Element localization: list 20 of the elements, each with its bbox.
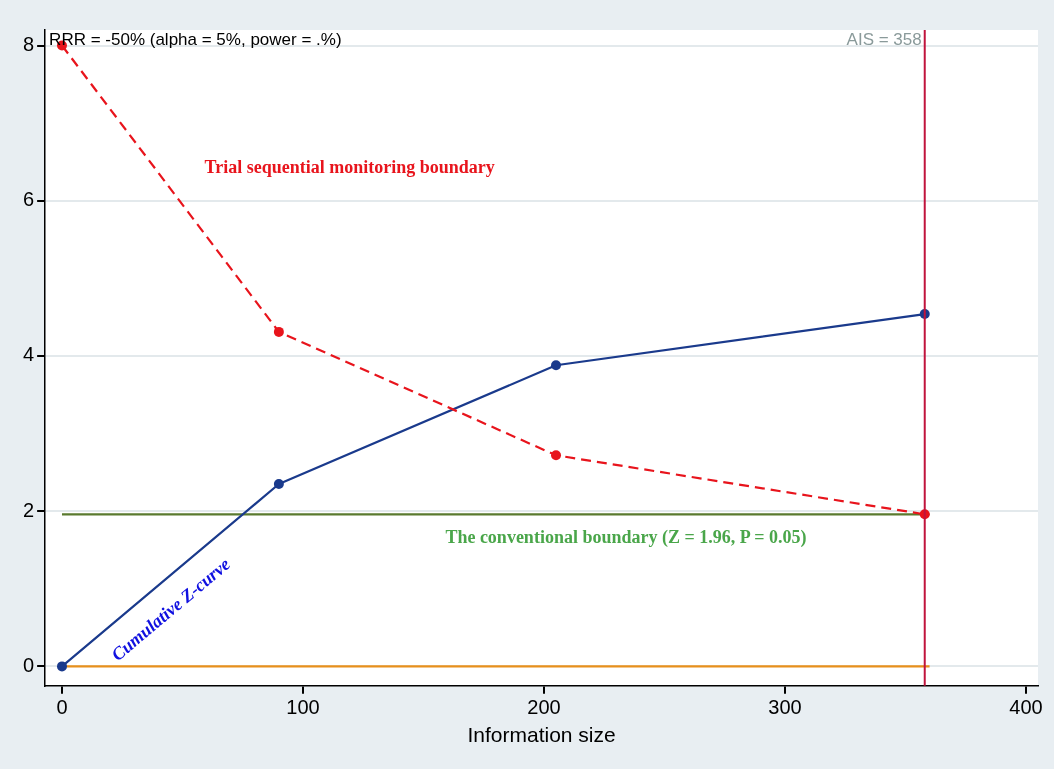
- series-label: Trial sequential monitoring boundary: [204, 157, 495, 178]
- y-tick-label: 6: [23, 188, 35, 211]
- x-tick-label: 400: [1009, 696, 1043, 719]
- y-tick-label: 2: [23, 498, 35, 521]
- x-tick-label: 300: [768, 696, 802, 719]
- point: [551, 360, 562, 371]
- point: [551, 450, 562, 461]
- x-tick-label: 100: [286, 696, 320, 719]
- ref-line-label: AIS = 358: [846, 30, 922, 50]
- point: [273, 326, 284, 337]
- x-axis-title: Information size: [467, 723, 616, 747]
- y-tick-label: 4: [23, 343, 35, 366]
- annotation: RRR = -50% (alpha = 5%, power = .%): [49, 30, 342, 50]
- x-tick-label: 0: [56, 696, 68, 719]
- point: [273, 479, 284, 490]
- point: [56, 661, 67, 672]
- series-label: The conventional boundary (Z = 1.96, P = 0.05): [445, 526, 807, 548]
- y-tick-label: 0: [23, 653, 35, 676]
- y-tick-label: 8: [23, 33, 35, 56]
- x-tick-label: 200: [527, 696, 561, 719]
